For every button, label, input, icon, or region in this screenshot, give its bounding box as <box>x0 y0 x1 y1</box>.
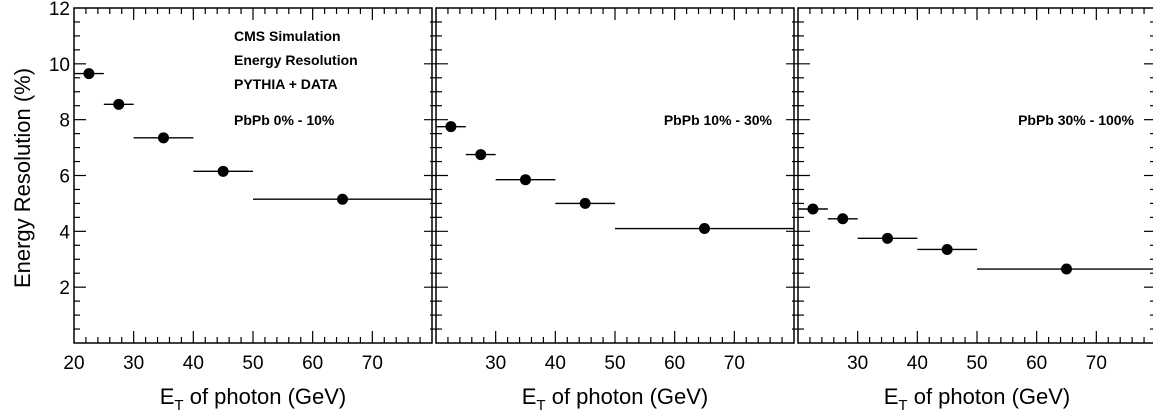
x-tick-label: 30 <box>847 353 868 374</box>
x-tick-label: 30 <box>485 353 506 374</box>
data-point <box>113 98 125 110</box>
x-tick-label: 60 <box>1026 353 1047 374</box>
panel-2: 30 40 50 60 70 ET of photon (GeV) PbPb 10% - 3… <box>424 7 795 414</box>
x-tick-label: 20 <box>63 353 84 374</box>
x-tick-label: 50 <box>242 353 263 374</box>
panel-label: PbPb 0% - 10% <box>234 112 335 128</box>
x-axis-title-rest: of photon (GeV) <box>908 384 1071 409</box>
x-tick-label: 30 <box>123 353 144 374</box>
plot-frame <box>797 7 1153 344</box>
x-axis-title-sub: T <box>536 397 545 414</box>
data-point <box>475 149 487 161</box>
data-point <box>445 121 457 133</box>
y-tick-label: 10 <box>49 55 70 76</box>
annotation: PYTHIA + DATA <box>234 76 338 92</box>
x-axis-title-sub: T <box>174 397 183 414</box>
panel-3: 30 40 50 60 70 ET of photon (GeV) PbPb 30% - 1… <box>786 7 1153 414</box>
y-tick-label: 4 <box>59 222 70 243</box>
x-tick-label: 70 <box>1086 353 1107 374</box>
y-tick-label: 6 <box>59 167 70 188</box>
x-axis-title: ET of photon (GeV) <box>160 384 347 414</box>
x-tick-label: 70 <box>724 353 745 374</box>
annotation: CMS Simulation <box>234 28 341 44</box>
y-tick-label: 12 <box>49 0 70 20</box>
y-tick-label: 2 <box>59 278 70 299</box>
x-axis-title-main: E <box>884 384 899 409</box>
x-axis-title-rest: of photon (GeV) <box>546 384 709 409</box>
x-tick-label: 50 <box>604 353 625 374</box>
data-point <box>837 213 849 225</box>
panel-label: PbPb 10% - 30% <box>664 112 773 128</box>
annotation: Energy Resolution <box>234 52 358 68</box>
panel-1: 20 30 40 50 60 70 2 4 6 8 10 12 ET of photon (GeV) CM… <box>49 0 433 414</box>
x-axis-title-main: E <box>160 384 175 409</box>
data-point <box>217 165 229 177</box>
data-point <box>579 197 591 209</box>
data-point <box>520 174 531 186</box>
data-point <box>807 203 819 215</box>
x-tick-label: 60 <box>302 353 323 374</box>
plot-frame <box>435 7 795 344</box>
x-axis-title-rest: of photon (GeV) <box>184 384 347 409</box>
data-point <box>941 243 953 255</box>
x-tick-label: 70 <box>362 353 383 374</box>
panel-label: PbPb 30% - 100% <box>1018 112 1134 128</box>
data-point <box>882 232 893 244</box>
data-point <box>158 132 169 144</box>
y-axis-title: Energy Resolution (%) <box>10 68 35 288</box>
x-axis-title-sub: T <box>898 397 907 414</box>
x-tick-label: 40 <box>907 353 928 374</box>
data-point <box>1061 263 1072 275</box>
x-axis-title: ET of photon (GeV) <box>522 384 709 414</box>
y-tick-label: 8 <box>59 111 70 132</box>
data-point <box>337 193 348 205</box>
x-tick-label: 40 <box>545 353 566 374</box>
data-point <box>83 68 95 80</box>
data-point <box>699 223 710 235</box>
x-tick-label: 60 <box>664 353 685 374</box>
x-tick-label: 50 <box>966 353 987 374</box>
x-axis-title: ET of photon (GeV) <box>884 384 1071 414</box>
x-tick-label: 40 <box>183 353 204 374</box>
x-axis-title-main: E <box>522 384 537 409</box>
